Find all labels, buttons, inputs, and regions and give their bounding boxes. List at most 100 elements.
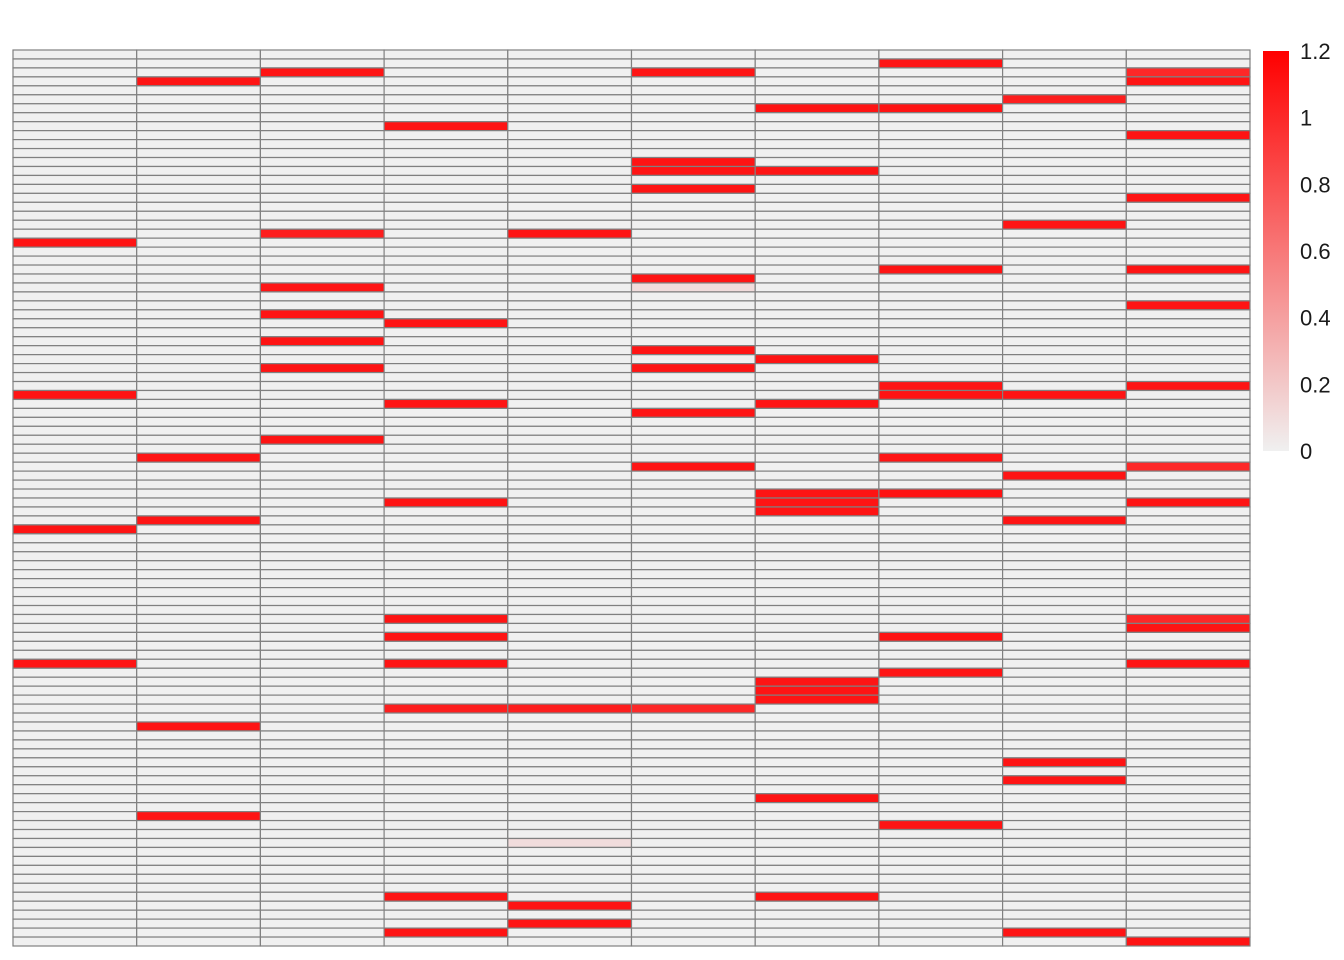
heatmap-cell [12,452,138,463]
heatmap-cell [136,533,261,544]
heatmap-cell [507,219,633,230]
heatmap-cell [630,819,756,831]
heatmap-cell [754,318,880,329]
heatmap-cell [507,85,633,96]
heatmap-cell [383,515,509,526]
heatmap-cell [878,703,1004,714]
heatmap-cell [630,139,756,150]
heatmap-cell [259,147,385,159]
heatmap-cell [878,551,1004,562]
heatmap-cell [754,246,880,257]
heatmap-cell [1125,909,1251,920]
heatmap-cell [259,479,385,490]
heatmap-cell [1125,461,1251,472]
heatmap-cell [259,49,385,60]
heatmap-cell [383,156,509,168]
heatmap-cell [136,793,261,804]
heatmap-cell [878,837,1004,849]
heatmap-cell [754,846,880,858]
heatmap-cell [1001,354,1127,365]
heatmap-cell [383,909,509,920]
heatmap-cell [754,139,880,150]
heatmap-cell [1125,192,1251,203]
heatmap-cell [507,336,633,347]
heatmap-cell [259,85,385,96]
heatmap-cell [136,846,261,858]
heatmap-cell [383,282,509,293]
heatmap-cell [1001,192,1127,203]
heatmap-cell [259,416,385,427]
heatmap-cell [754,613,880,625]
heatmap-cell [878,927,1004,938]
heatmap-cell [507,649,633,660]
heatmap-cell [507,488,633,499]
heatmap-cell [136,595,261,607]
heatmap-cell [1125,49,1251,60]
heatmap-cell [383,192,509,203]
heatmap-cell [1001,828,1127,840]
heatmap-cell [1001,667,1127,678]
heatmap-cell [12,130,138,141]
heatmap-cell [878,578,1004,589]
heatmap-cell [507,936,633,947]
heatmap-cell [1125,721,1251,732]
heatmap-cell [630,121,756,132]
heatmap-cell [136,300,261,311]
heatmap-cell [754,156,880,168]
heatmap-cell [259,219,385,230]
heatmap-cell [754,389,880,401]
heatmap-cell [12,819,138,831]
heatmap-cell [1125,327,1251,338]
heatmap-cell [630,488,756,499]
heatmap-cell [136,685,261,696]
heatmap-cell [383,631,509,642]
colorbar-gradient [1263,51,1289,451]
heatmap-cell [1125,497,1251,508]
heatmap-cell [136,461,261,472]
heatmap-cell [754,676,880,687]
heatmap-cell [12,112,138,123]
heatmap-cell [630,371,756,383]
heatmap-cell [1125,336,1251,347]
heatmap-cell [12,855,138,866]
heatmap-cell [507,819,633,831]
heatmap-cell [383,112,509,123]
heatmap-cell [507,58,633,69]
heatmap-cell [12,613,138,625]
heatmap-cell [136,273,261,284]
heatmap-cell [12,802,138,813]
heatmap-cell [754,398,880,410]
heatmap-cell [1001,882,1127,893]
heatmap-cell [383,497,509,508]
heatmap-cell [1001,76,1127,87]
heatmap-cell [1001,936,1127,947]
heatmap-cell [383,784,509,795]
heatmap-cell [878,452,1004,463]
heatmap-cell [259,497,385,508]
heatmap-cell [878,739,1004,750]
heatmap-cell [1001,156,1127,168]
heatmap-cell [507,900,633,911]
heatmap-cell [507,139,633,150]
heatmap-cell [878,479,1004,490]
heatmap-cell [12,882,138,893]
heatmap-cell [136,739,261,750]
heatmap-cell [754,864,880,875]
heatmap-cell [630,802,756,813]
heatmap-cell [630,757,756,768]
heatmap-cell [12,85,138,96]
heatmap-cell [754,900,880,911]
heatmap-cell [1125,147,1251,159]
heatmap-cell [754,542,880,553]
heatmap-cell [507,703,633,714]
heatmap-cell [878,112,1004,123]
heatmap-cell [259,810,385,822]
heatmap-cell [12,291,138,302]
heatmap-cell [136,318,261,329]
heatmap-cell [383,586,509,598]
heatmap-cell [1125,631,1251,642]
heatmap-cell [259,336,385,347]
heatmap-cell [630,533,756,544]
heatmap-cell [630,416,756,427]
heatmap-cell [136,443,261,454]
